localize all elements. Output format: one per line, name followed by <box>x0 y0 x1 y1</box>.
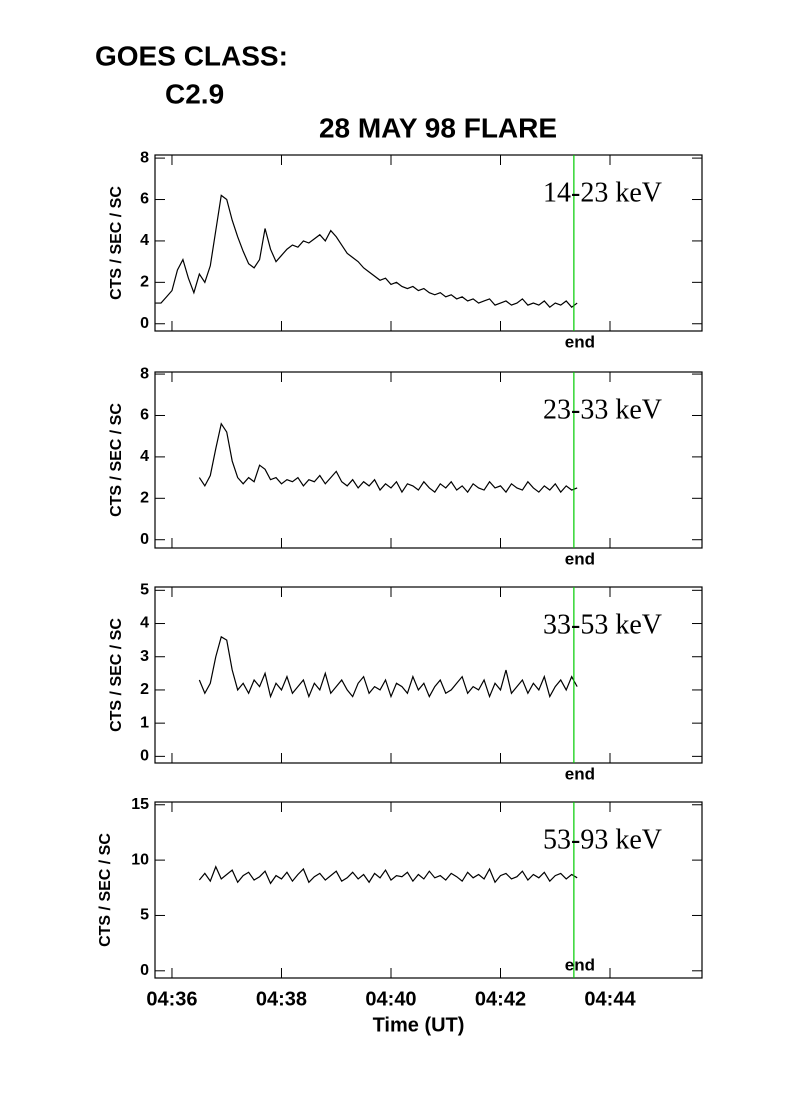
data-line <box>198 865 578 885</box>
data-line <box>198 635 578 699</box>
y-tick-label: 4 <box>140 448 149 465</box>
y-tick-label: 4 <box>140 232 149 249</box>
end-label: end <box>565 549 595 568</box>
y-tick-label: 2 <box>140 274 149 291</box>
x-tick-label: 04:42 <box>475 988 526 1010</box>
energy-band: 33-53 keV <box>543 609 662 640</box>
goes-class: C2.9 <box>165 78 224 109</box>
end-label: end <box>565 955 595 974</box>
y-tick-label: 8 <box>140 149 149 166</box>
y-tick-label: 8 <box>140 365 149 382</box>
y-axis-label: CTS / SEC / SC <box>108 403 125 517</box>
plot-frame <box>154 154 703 332</box>
y-tick-label: 6 <box>140 191 149 208</box>
x-tick-label: 04:44 <box>584 988 636 1010</box>
plot-frame <box>154 801 703 979</box>
x-tick-label: 04:38 <box>256 988 307 1010</box>
x-tick-label: 04:40 <box>365 988 416 1010</box>
chart-title: 28 MAY 98 FLARE <box>319 112 557 143</box>
y-tick-label: 15 <box>131 796 149 813</box>
y-tick-label: 1 <box>140 714 149 731</box>
end-label: end <box>565 332 595 351</box>
data-line <box>198 422 578 494</box>
y-tick-label: 5 <box>140 907 149 924</box>
plot-frame <box>154 371 703 549</box>
x-tick-label: 04:36 <box>146 988 197 1010</box>
y-tick-label: 2 <box>140 681 149 698</box>
y-tick-label: 5 <box>140 582 149 599</box>
y-tick-label: 0 <box>140 962 149 979</box>
goes-label: GOES CLASS: <box>95 40 288 71</box>
y-axis-label: CTS / SEC / SC <box>108 618 125 732</box>
data-line <box>155 194 578 309</box>
energy-band: 23-33 keV <box>543 394 662 425</box>
energy-band: 14-23 keV <box>543 177 662 208</box>
y-axis-label: CTS / SEC / SC <box>97 833 114 947</box>
y-tick-label: 0 <box>140 748 149 765</box>
y-tick-label: 3 <box>140 648 149 665</box>
end-label: end <box>565 764 595 783</box>
y-tick-label: 0 <box>140 531 149 548</box>
y-tick-label: 6 <box>140 407 149 424</box>
y-tick-label: 0 <box>140 315 149 332</box>
energy-band: 53-93 keV <box>543 824 662 855</box>
y-axis-label: CTS / SEC / SC <box>108 186 125 300</box>
y-tick-label: 10 <box>131 851 149 868</box>
x-axis-label: Time (UT) <box>373 1014 465 1036</box>
y-tick-label: 4 <box>140 615 149 632</box>
y-tick-label: 2 <box>140 490 149 507</box>
plot-frame <box>154 586 703 764</box>
